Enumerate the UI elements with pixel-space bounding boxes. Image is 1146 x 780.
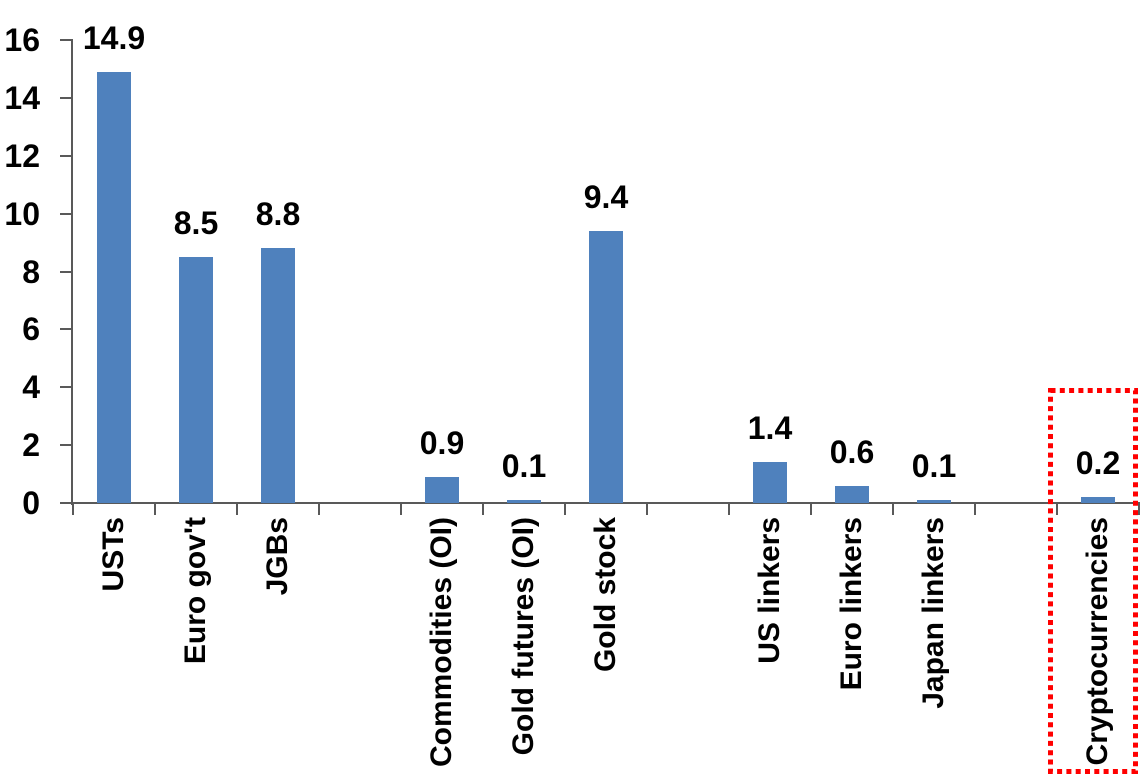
x-axis-tick (72, 502, 74, 515)
bar-value-label: 1.4 (747, 410, 793, 447)
x-axis-tick (892, 502, 894, 515)
y-axis-tick (60, 386, 73, 389)
y-axis-tick-label: 4 (22, 369, 40, 406)
y-axis-tick (60, 502, 73, 504)
y-axis-line (71, 40, 73, 505)
highlight-box (1048, 388, 1138, 774)
bar (97, 71, 131, 503)
x-axis-tick (400, 502, 402, 515)
y-axis-tick-label: 2 (22, 427, 40, 464)
x-axis-tick (1138, 502, 1140, 515)
x-axis-tick (728, 502, 730, 515)
y-axis-tick-label: 10 (4, 195, 40, 232)
bar-value-label: 9.4 (583, 178, 629, 215)
y-axis-tick-label: 8 (22, 253, 40, 290)
bar-value-label: 0.9 (419, 424, 465, 461)
bar (1081, 497, 1115, 503)
x-axis-tick (318, 502, 320, 515)
x-axis-tick (646, 502, 648, 515)
category-label-text: Commodities (OI) (425, 517, 458, 768)
category-label-text: Gold stock (589, 517, 622, 673)
bar (917, 500, 951, 503)
bar (507, 500, 541, 503)
y-axis-tick (60, 39, 73, 41)
bar-value-label: 14.9 (82, 19, 146, 56)
y-axis-tick-label: 6 (22, 311, 40, 348)
category-label-text: USTs (97, 517, 130, 592)
y-axis-tick-label: 16 (4, 22, 40, 58)
x-axis-tick (810, 502, 812, 515)
bar (425, 476, 459, 503)
bar (261, 248, 295, 503)
x-axis-tick (564, 502, 566, 515)
category-label-text: Euro gov't (179, 517, 212, 665)
y-axis-tick (60, 212, 73, 215)
y-axis-tick (60, 270, 73, 273)
bar (835, 485, 869, 503)
x-axis-tick (1056, 502, 1058, 515)
bar-value-label: 0.1 (501, 448, 547, 485)
x-axis-tick (974, 502, 976, 515)
bar (589, 230, 623, 503)
x-axis-tick (236, 502, 238, 515)
bar-value-label: 0.2 (1075, 445, 1121, 482)
category-label-text: Japan linkers (917, 517, 950, 709)
y-axis-tick (60, 96, 73, 99)
bar (179, 257, 213, 503)
bar (753, 462, 787, 503)
x-axis-line (71, 502, 1139, 504)
y-axis-tick-label: 14 (4, 79, 40, 116)
bar-value-label: 0.6 (829, 433, 875, 470)
bar-value-label: 8.5 (173, 205, 219, 242)
x-axis-tick (482, 502, 484, 515)
bar-value-label: 8.8 (255, 196, 301, 233)
category-label-text: US linkers (753, 517, 786, 664)
y-axis-tick (60, 154, 73, 157)
category-label-text: Euro linkers (835, 517, 868, 691)
y-axis-tick (60, 444, 73, 447)
bar-value-label: 0.1 (911, 448, 957, 485)
x-axis-tick (154, 502, 156, 515)
y-axis-tick-label: 12 (4, 137, 40, 174)
y-axis-tick (60, 328, 73, 331)
category-label-text: JGBs (261, 517, 294, 596)
category-label-text: Gold futures (OI) (507, 517, 540, 756)
y-axis-tick-label: 0 (22, 485, 40, 521)
